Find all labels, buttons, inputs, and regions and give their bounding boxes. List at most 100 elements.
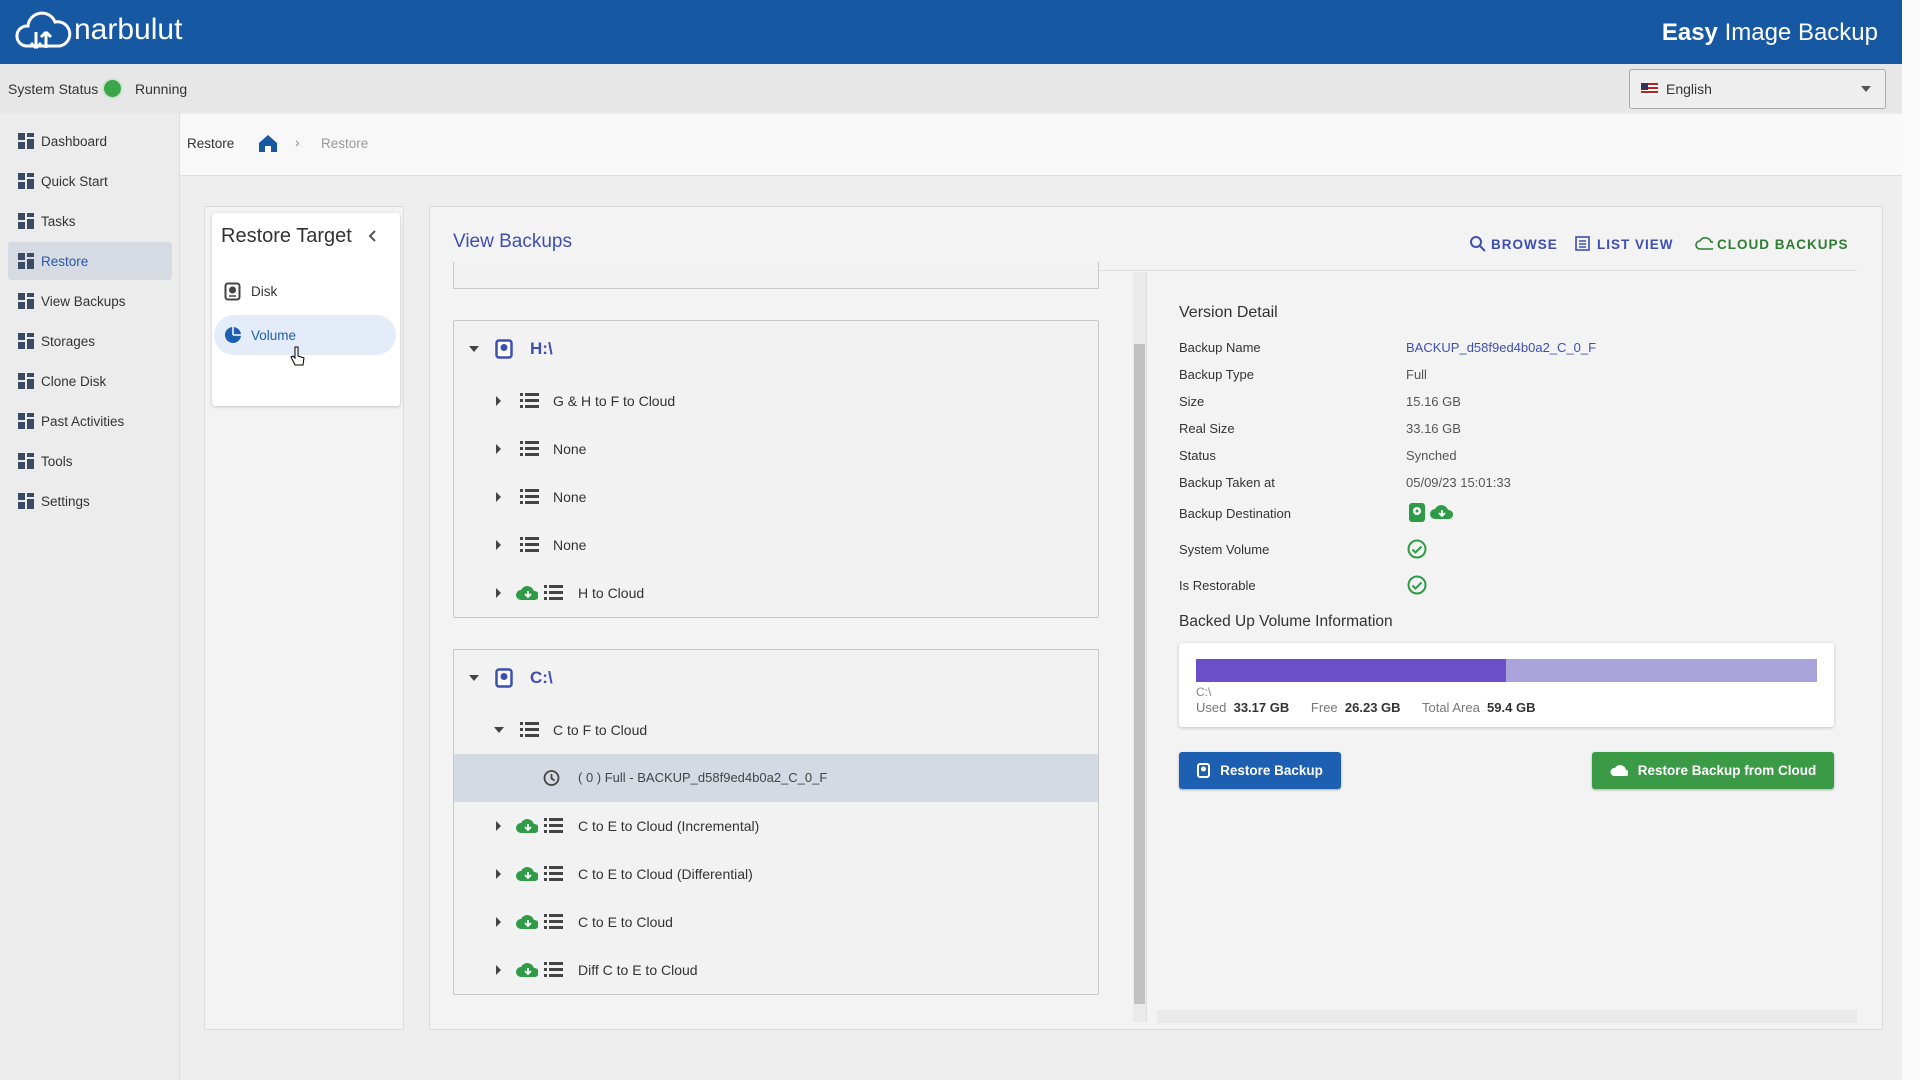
- backup-task-row[interactable]: G & H to F to Cloud: [454, 377, 1098, 425]
- backup-task-row[interactable]: C to F to Cloud: [454, 706, 1098, 754]
- nav-icon: [18, 413, 34, 429]
- field-label: Is Restorable: [1179, 578, 1256, 593]
- disk-icon: [224, 282, 241, 300]
- caret-right: [496, 396, 501, 406]
- action-button[interactable]: BROWSE: [1469, 233, 1558, 255]
- nav-item[interactable]: Restore: [8, 242, 172, 280]
- backup-task-row[interactable]: C to E to Cloud: [454, 898, 1098, 946]
- target-item[interactable]: Volume: [214, 315, 396, 355]
- cursor: [290, 346, 305, 366]
- task-label: None: [553, 537, 587, 553]
- view-backups-title: View Backups: [453, 231, 572, 252]
- nav-item[interactable]: Storages: [8, 322, 172, 360]
- cloud-icon: [516, 915, 538, 929]
- action-icon: [1695, 237, 1713, 250]
- task-label: H to Cloud: [578, 585, 645, 601]
- nav-icon: [18, 173, 34, 189]
- caret-right: [496, 917, 501, 927]
- field-value: 05/09/23 15:01:33: [1406, 475, 1511, 490]
- free-label: Free: [1310, 700, 1338, 715]
- breadcrumb-current: Restore: [321, 136, 369, 151]
- backup-task-row[interactable]: C to E to Cloud (Incremental): [454, 802, 1098, 850]
- cloud-icon: [516, 586, 538, 600]
- nav-icon: [18, 373, 34, 389]
- nav-item[interactable]: Tasks: [8, 202, 172, 240]
- caret-right: [496, 540, 501, 550]
- backup-task-row[interactable]: H to Cloud: [454, 569, 1098, 617]
- target-label: Volume: [251, 327, 297, 343]
- nav-label: Storages: [41, 333, 96, 349]
- restore-cloud-button[interactable]: Restore Backup from Cloud: [1592, 752, 1834, 789]
- field-value[interactable]: BACKUP_d58f9ed4b0a2_C_0_F: [1406, 340, 1597, 355]
- task-label: C to E to Cloud: [578, 914, 673, 930]
- restore-backup-button[interactable]: Restore Backup: [1179, 752, 1341, 789]
- system-volume-check: [1407, 539, 1427, 559]
- tree-scrollbar[interactable]: [1133, 272, 1146, 1022]
- nav-item[interactable]: Dashboard: [8, 122, 172, 160]
- flag: [1641, 83, 1658, 95]
- drive-icon: [495, 339, 513, 359]
- backup-task-row[interactable]: None: [454, 425, 1098, 473]
- version-row[interactable]: ( 0 ) Full - BACKUP_d58f9ed4b0a2_C_0_F: [454, 754, 1098, 802]
- nav-icon: [18, 293, 34, 309]
- nav-label: Tools: [41, 453, 73, 469]
- drive-group: H:\ G & H to F to Cloud None None None H to C…: [453, 320, 1099, 618]
- dropdown-caret: [1861, 86, 1871, 92]
- nav-item[interactable]: Settings: [8, 482, 172, 520]
- product-title: Easy Image Backup: [1662, 19, 1878, 47]
- cloud-icon: [516, 963, 538, 977]
- nav-item[interactable]: Past Activities: [8, 402, 172, 440]
- product-bold: Easy: [1661, 19, 1718, 46]
- nav-label: Past Activities: [41, 413, 125, 429]
- restore-target-title: Restore Target: [221, 225, 352, 247]
- backup-task-row[interactable]: Diff C to E to Cloud: [454, 946, 1098, 994]
- status-dot: [104, 80, 121, 97]
- language: English: [1666, 81, 1712, 97]
- nav-icon: [18, 333, 34, 349]
- header: narbulut Easy Image Backup: [0, 0, 1902, 64]
- field-label: Backup Taken at: [1179, 475, 1275, 490]
- restore-cloud-label: Restore Backup from Cloud: [1637, 763, 1817, 778]
- drive-label: C:\: [530, 668, 553, 687]
- restorable-check: [1407, 575, 1427, 595]
- nav-item[interactable]: View Backups: [8, 282, 172, 320]
- field-label: Status: [1179, 448, 1216, 463]
- collapse-icon[interactable]: [367, 229, 377, 243]
- total-value: 59.4 GB: [1487, 700, 1536, 715]
- sidebar: Dashboard Quick Start Tasks Restore View Bac…: [0, 113, 180, 1080]
- target-item[interactable]: Disk: [214, 271, 396, 311]
- nav-icon: [18, 493, 34, 509]
- home-icon[interactable]: [258, 134, 278, 152]
- scroll-thumb[interactable]: [1134, 344, 1145, 1004]
- detail-scrollbar[interactable]: [1157, 1010, 1857, 1023]
- field-label: System Volume: [1179, 542, 1270, 557]
- history-icon: [543, 770, 560, 786]
- list-icon: [544, 818, 563, 833]
- action-button[interactable]: LIST VIEW: [1575, 233, 1674, 255]
- language-select[interactable]: English: [1629, 69, 1886, 109]
- brand: narbulut: [74, 13, 183, 46]
- action-label: LIST VIEW: [1597, 236, 1674, 252]
- nav-item[interactable]: Tools: [8, 442, 172, 480]
- nav-label: View Backups: [41, 293, 126, 309]
- drive-header[interactable]: C:\: [454, 650, 1098, 706]
- backup-task-row[interactable]: None: [454, 473, 1098, 521]
- breadcrumb-separator: ›: [295, 135, 300, 150]
- task-label: None: [553, 489, 587, 505]
- nav-label: Clone Disk: [41, 373, 107, 389]
- nav-item[interactable]: Clone Disk: [8, 362, 172, 400]
- action-label: BROWSE: [1491, 236, 1558, 252]
- field-value: Synched: [1406, 448, 1457, 463]
- field-value: Full: [1406, 367, 1427, 382]
- list-icon: [544, 962, 563, 977]
- status-state: Running: [135, 81, 188, 97]
- field-label: Backup Name: [1179, 340, 1261, 355]
- action-icon: [1575, 236, 1590, 251]
- nav-item[interactable]: Quick Start: [8, 162, 172, 200]
- drive-header[interactable]: H:\: [454, 321, 1098, 377]
- action-button[interactable]: CLOUD BACKUPS: [1695, 233, 1849, 255]
- backup-task-row[interactable]: None: [454, 521, 1098, 569]
- field-value: 15.16 GB: [1406, 394, 1461, 409]
- backup-task-row[interactable]: C to E to Cloud (Differential): [454, 850, 1098, 898]
